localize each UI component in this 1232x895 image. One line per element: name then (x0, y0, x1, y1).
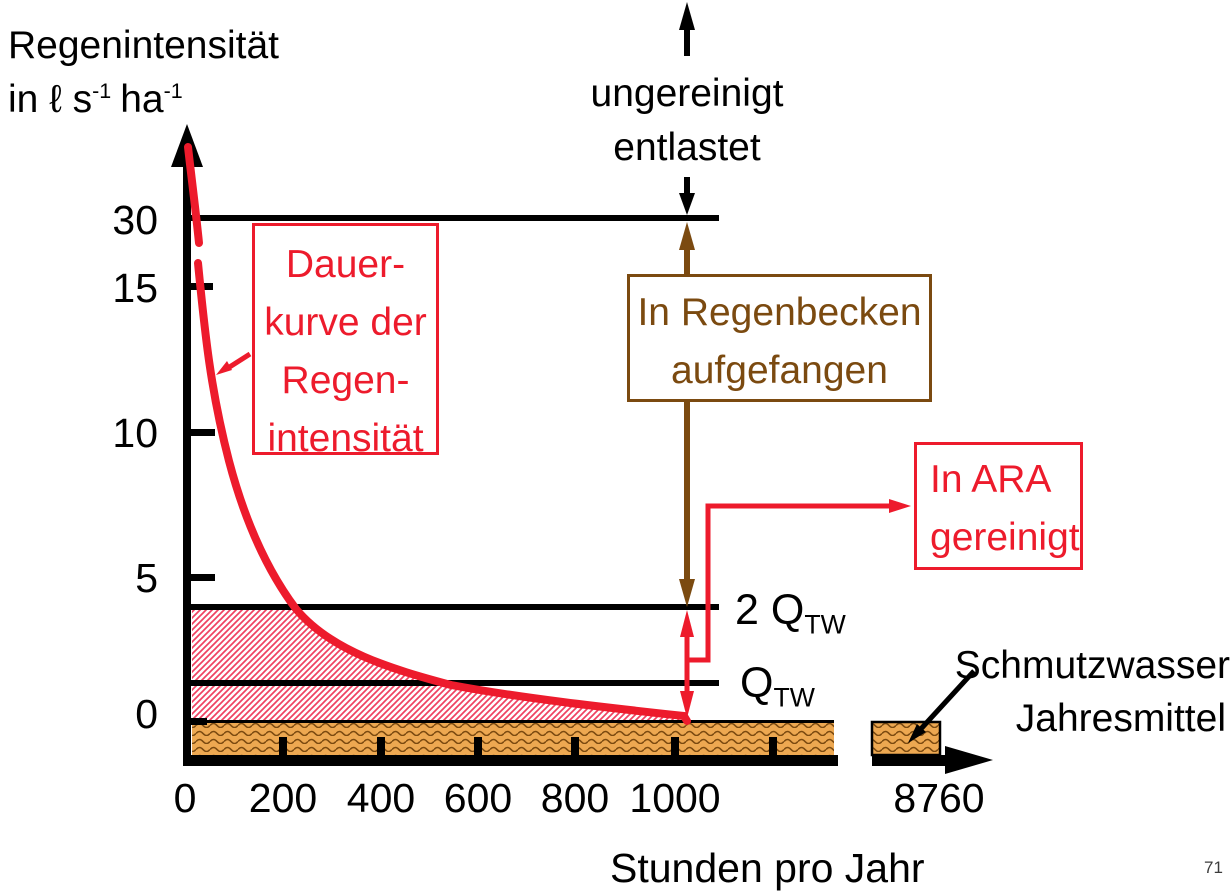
x-axis-arrowhead (945, 746, 993, 774)
y-axis-title-line1: Regenintensität (8, 24, 280, 67)
ungereinigt-arrows (679, 2, 695, 215)
y-axis-unit-ha: ha (120, 78, 164, 121)
x-axis-line-right (872, 755, 948, 766)
line-2qtw (187, 604, 719, 610)
schmutzwasser-label-line2: Jahresmittel (1015, 697, 1226, 740)
y-tick-10: 10 (112, 410, 158, 456)
y-tick-5: 5 (135, 555, 158, 601)
regenbecken-label-box: In Regenbecken aufgefangen (627, 274, 932, 402)
y-axis-unit-prefix: in ℓ s (8, 78, 93, 121)
y-axis-line (183, 158, 191, 762)
schmutzwasser-pointer-arrowhead (908, 724, 926, 743)
dauerkurve-label-box: Dauer- kurve der Regen- intensität (252, 223, 439, 460)
label-2qtw: 2 QTW (735, 586, 846, 640)
ara-double-arrow (680, 610, 694, 718)
regenbecken-line2: aufgefangen (671, 349, 888, 392)
label-qtw: QTW (740, 659, 815, 713)
x-tick-0: 0 (173, 775, 197, 821)
y-tick-15: 15 (112, 265, 158, 311)
rain-duration-curve (194, 259, 691, 725)
wastewater-band-top-edge (192, 720, 834, 723)
ara-line2: gereinigt (930, 516, 1080, 559)
wastewater-band (192, 722, 834, 755)
x-axis-line (183, 755, 838, 766)
schmutzwasser-label-line1: Schmutzwasser (954, 644, 1230, 687)
schmutzwasser-pointer-line (917, 669, 976, 733)
y-axis-unit-exp2: -1 (163, 79, 183, 103)
ungereinigt-label-line1: ungereinigt (590, 72, 784, 115)
dauerkurve-line4: intensität (267, 417, 424, 460)
x-tick-200: 200 (248, 775, 318, 821)
ara-connector-arrow (687, 503, 897, 663)
y-tick-30: 30 (112, 197, 158, 243)
x-axis-ticks (279, 737, 777, 755)
label-qtw-main: Q (740, 659, 774, 707)
ungereinigt-label-line2: entlastet (613, 126, 761, 169)
dauerkurve-pointer-line (226, 351, 252, 371)
label-2qtw-sub: TW (804, 609, 846, 640)
x-tick-8760: 8760 (893, 775, 985, 821)
page-number: 71 (1204, 858, 1223, 877)
line-30 (187, 215, 719, 221)
x-tick-1000: 1000 (629, 775, 721, 821)
dauerkurve-line1: Dauer- (285, 243, 406, 286)
regenbecken-double-arrow (679, 222, 695, 607)
x-tick-400: 400 (346, 775, 416, 821)
label-qtw-sub: TW (773, 682, 815, 713)
ara-hatched-area (192, 607, 686, 722)
ara-label-box: In ARA gereinigt (914, 442, 1083, 570)
regenbecken-line1: In Regenbecken (637, 291, 922, 334)
dauerkurve-line3: Regen- (281, 359, 410, 402)
y-tick-0: 0 (135, 691, 158, 737)
label-2qtw-main: 2 Q (735, 586, 805, 634)
dauerkurve-line2: kurve der (264, 301, 427, 344)
ara-connector-arrowhead (889, 499, 911, 513)
y-axis-unit-exp1: -1 (92, 79, 112, 103)
x-tick-600: 600 (443, 775, 513, 821)
x-tick-800: 800 (540, 775, 610, 821)
ara-line1: In ARA (930, 458, 1052, 501)
x-axis-title: Stunden pro Jahr (610, 845, 925, 891)
rain-curve-steep-segment (184, 143, 203, 247)
dauerkurve-pointer-arrowhead (216, 361, 232, 375)
wastewater-bar-8760 (870, 720, 942, 757)
y-axis-title-line2: in ℓ s-1 ha-1 (8, 78, 183, 123)
